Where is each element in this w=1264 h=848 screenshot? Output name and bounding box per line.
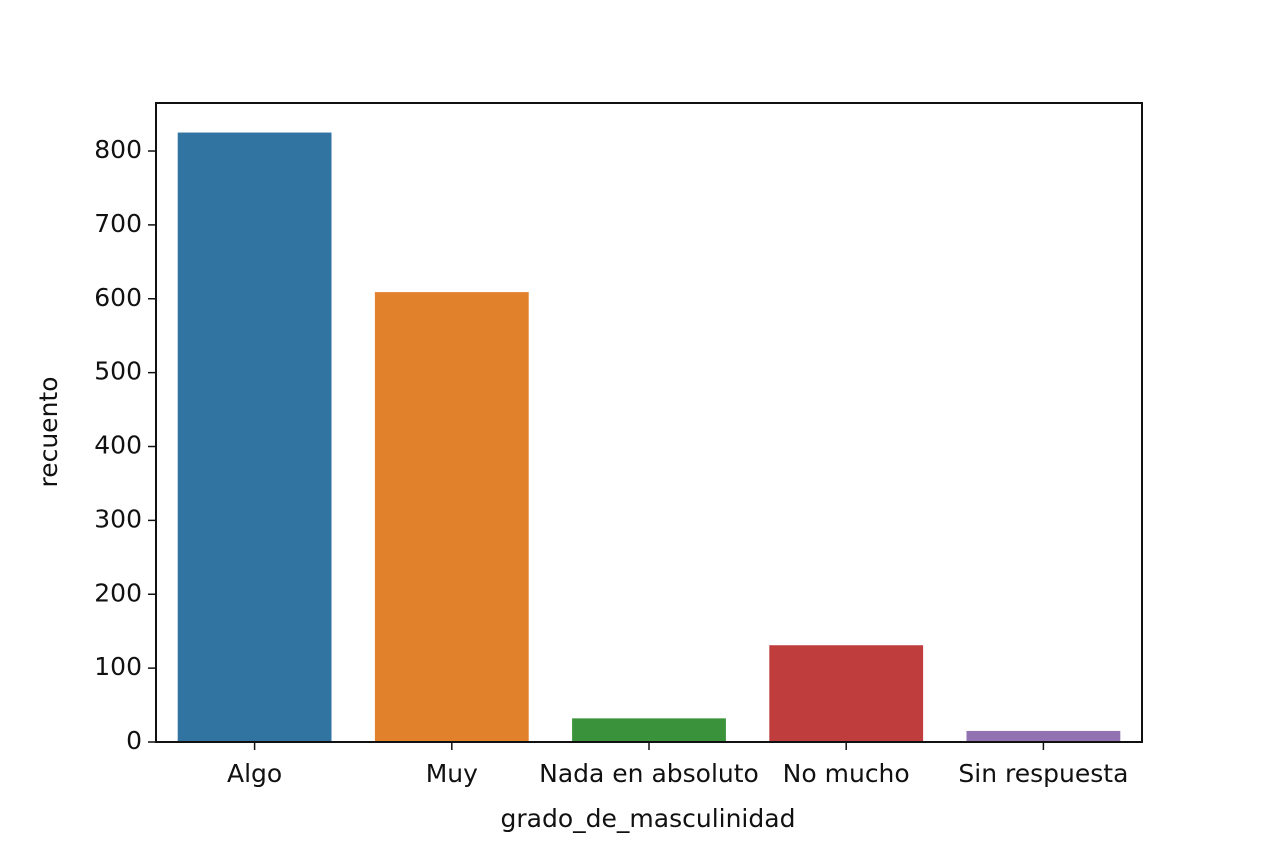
y-axis-label: recuento	[34, 376, 63, 487]
bar	[572, 718, 726, 742]
x-tick-label: Sin respuesta	[958, 759, 1128, 788]
bar	[966, 730, 1121, 742]
y-tick-label: 100	[94, 652, 142, 681]
plot-frame	[155, 102, 1143, 743]
y-tick-label: 300	[94, 504, 142, 533]
y-tick-label: 200	[94, 578, 142, 607]
x-tick-label: No mucho	[783, 759, 910, 788]
y-tick-label: 600	[94, 283, 142, 312]
bar	[769, 645, 924, 742]
y-tick-label: 500	[94, 357, 142, 386]
x-tick-label: Algo	[227, 759, 282, 788]
y-tick-label: 800	[94, 135, 142, 164]
y-tick-label: 0	[126, 726, 142, 755]
x-tick-label: Nada en absoluto	[539, 759, 759, 788]
y-tick-label: 400	[94, 431, 142, 460]
bar	[177, 132, 332, 742]
bar	[374, 292, 529, 742]
x-axis-label: grado_de_masculinidad	[501, 804, 796, 833]
y-tick-label: 700	[94, 209, 142, 238]
x-tick-label: Muy	[426, 759, 478, 788]
